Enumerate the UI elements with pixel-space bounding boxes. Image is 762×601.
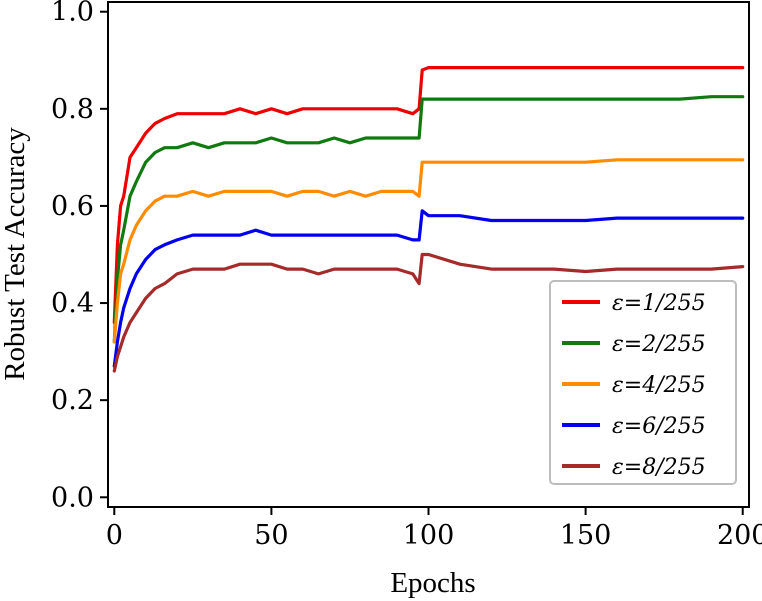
x-tick-label: 200: [717, 520, 762, 551]
y-tick-label: 0.6: [51, 191, 94, 222]
y-axis: 0.0 0.2 0.4 0.6 0.8 1.0: [51, 0, 108, 513]
legend-label-2: ε=2/255: [612, 332, 706, 357]
legend-box: [549, 280, 737, 485]
y-tick-label: 0.0: [51, 482, 94, 513]
legend: ε=1/255 ε=2/255 ε=4/255 ε=6/255 ε=8/255: [549, 280, 737, 485]
series-line-5: [112, 252, 745, 373]
legend-label-5: ε=8/255: [612, 455, 706, 480]
legend-label-4: ε=6/255: [612, 414, 706, 439]
x-tick-label: 150: [560, 520, 612, 551]
series-layer: [112, 66, 745, 373]
series-line-4: [112, 209, 745, 368]
series-line-2: [112, 95, 745, 344]
y-tick-label: 0.2: [51, 385, 94, 416]
x-axis-title: Epochs: [390, 567, 475, 599]
y-tick-label: 1.0: [51, 0, 94, 28]
y-tick-label: 0.8: [51, 94, 94, 125]
x-axis: 0 50 100 150 200: [106, 507, 762, 551]
legend-label-3: ε=4/255: [612, 373, 706, 398]
y-axis-title: Robust Test Accuracy: [0, 127, 31, 381]
series-line-1: [112, 66, 745, 325]
x-tick-label: 0: [106, 520, 123, 551]
y-tick-label: 0.4: [51, 288, 94, 319]
x-tick-label: 50: [254, 520, 288, 551]
legend-items: ε=1/255 ε=2/255 ε=4/255 ε=6/255 ε=8/255: [562, 291, 706, 480]
legend-label-1: ε=1/255: [612, 291, 706, 316]
x-tick-label: 100: [403, 520, 455, 551]
series-line-3: [112, 158, 745, 344]
